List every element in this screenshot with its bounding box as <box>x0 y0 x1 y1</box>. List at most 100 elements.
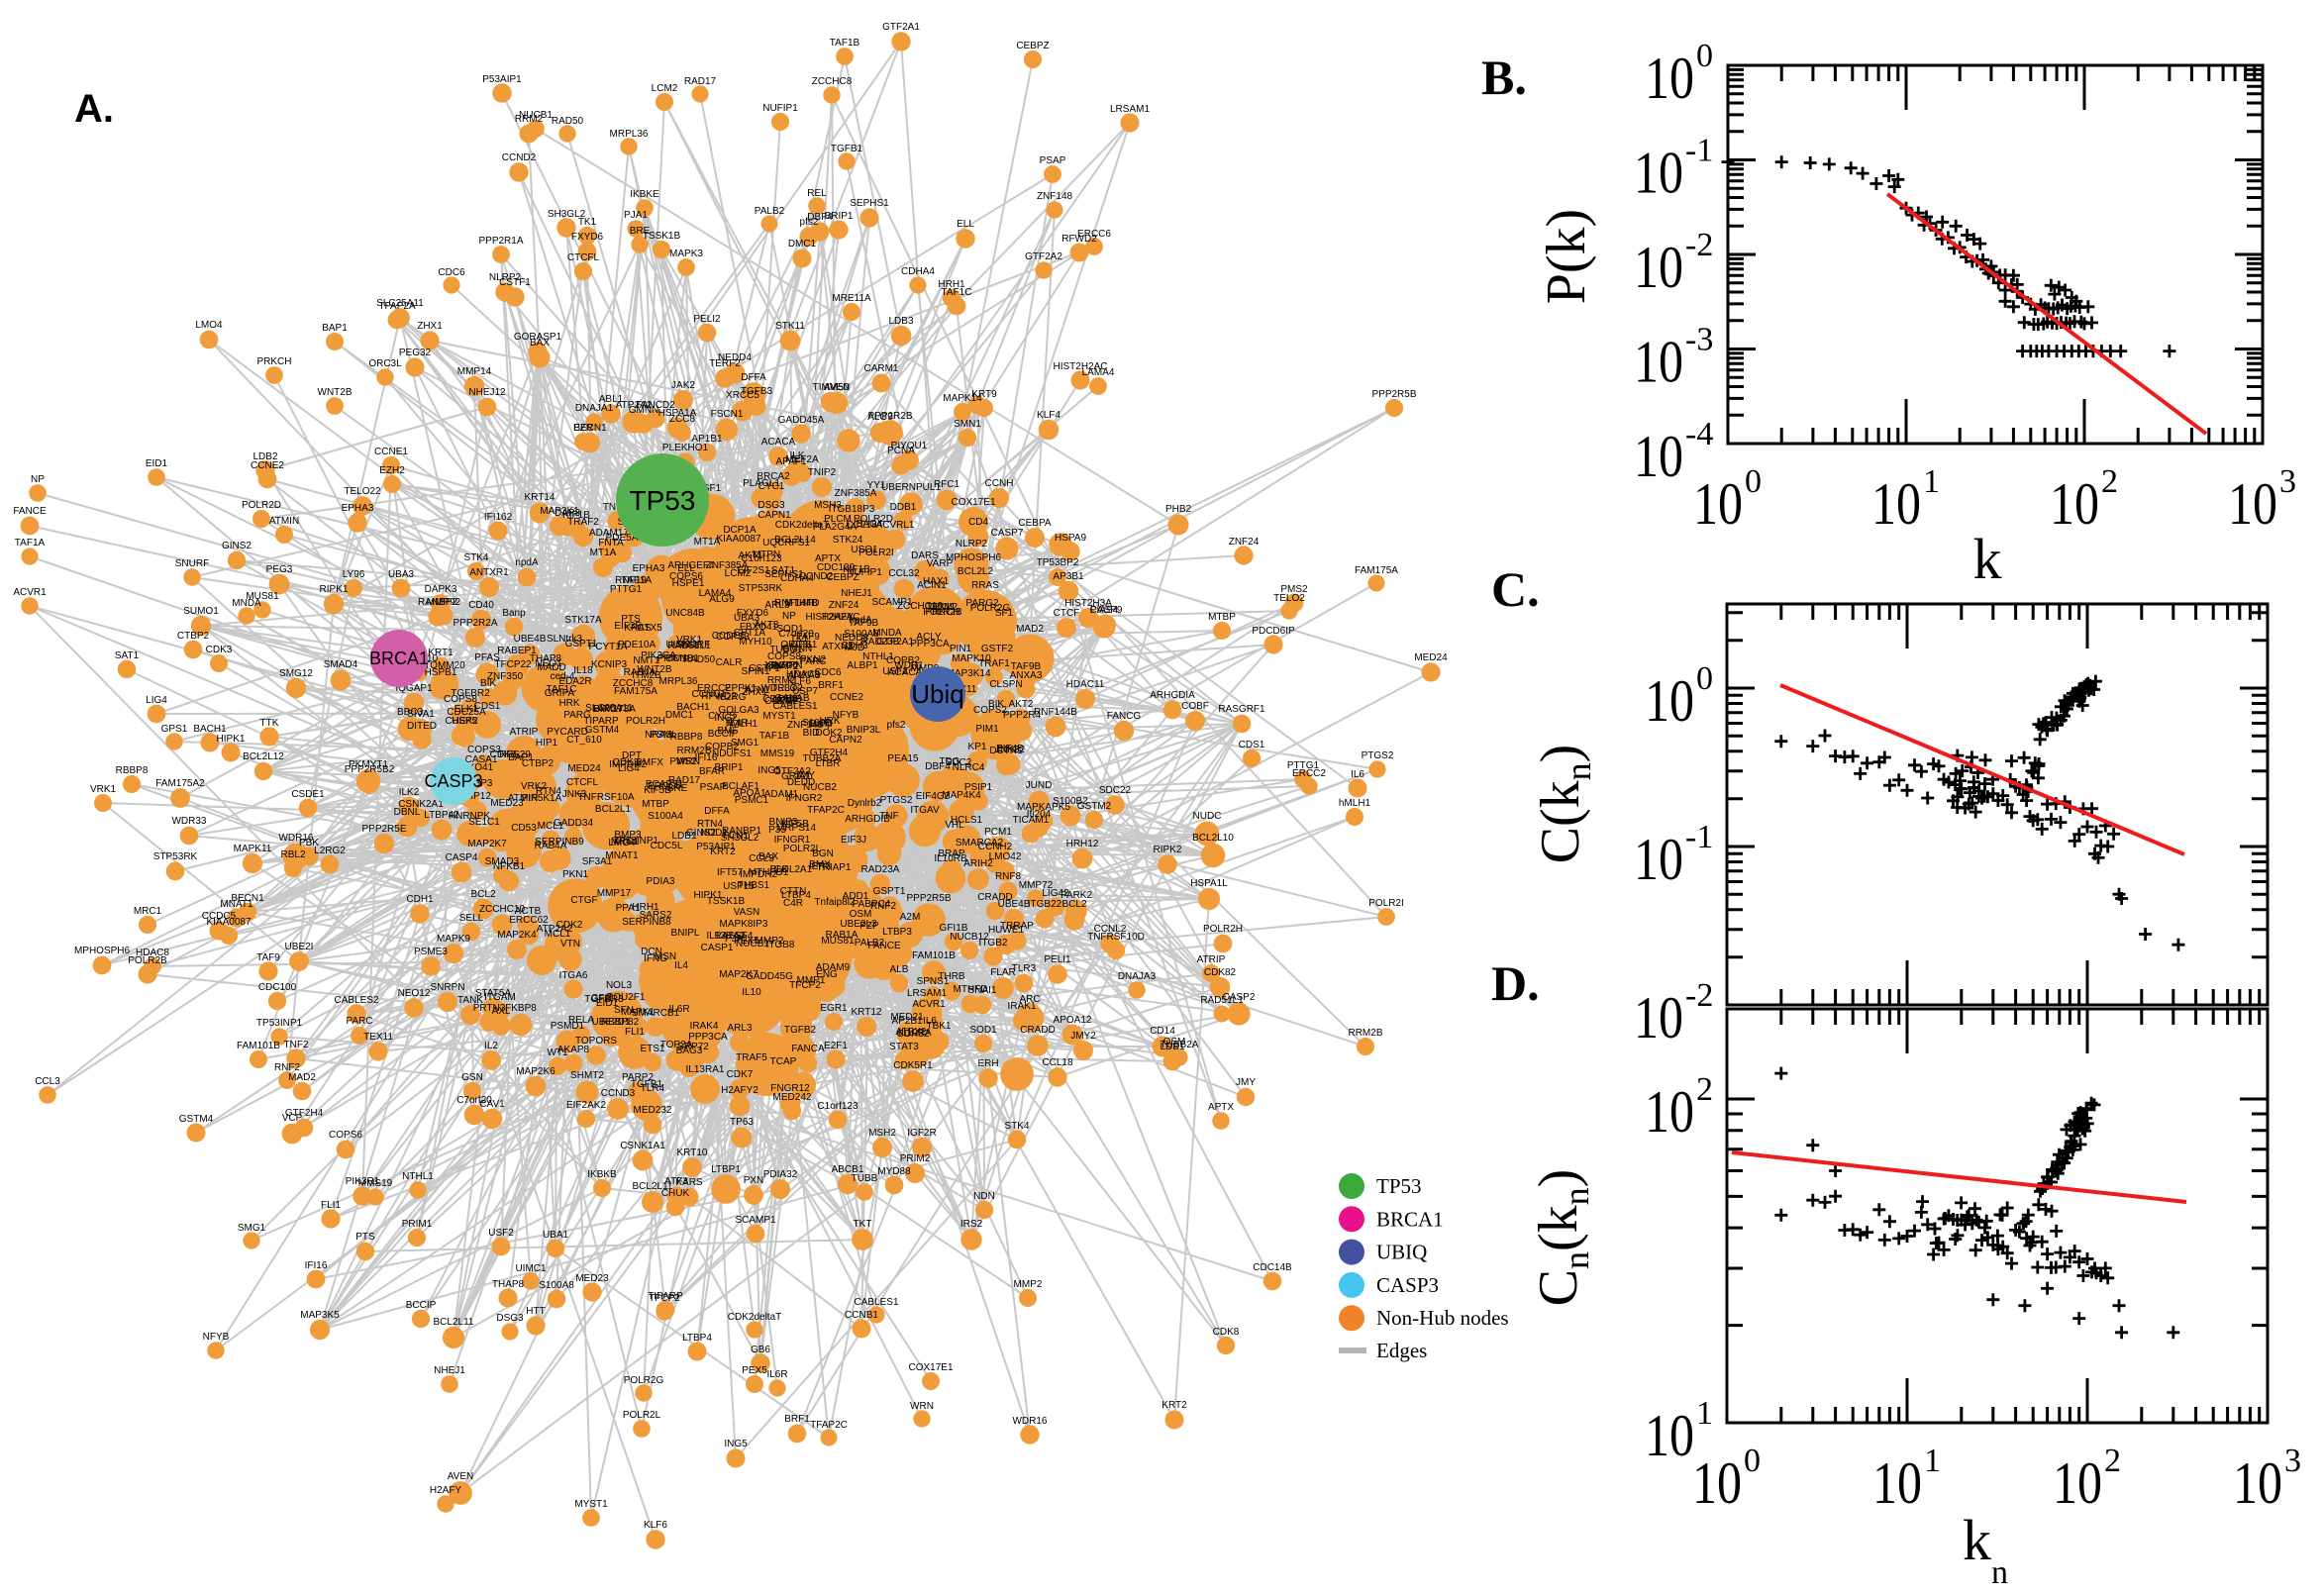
svg-text:IL4: IL4 <box>674 960 688 971</box>
svg-text:CTTN: CTTN <box>780 886 807 897</box>
svg-text:GSTM2: GSTM2 <box>1077 801 1112 812</box>
svg-text:LDB1: LDB1 <box>1160 1042 1184 1052</box>
svg-text:CYC1: CYC1 <box>758 481 785 492</box>
svg-text:JAK2: JAK2 <box>671 380 695 391</box>
svg-text:P(k): P(k) <box>1536 209 1597 304</box>
svg-text:PIK3R1: PIK3R1 <box>346 1176 380 1187</box>
svg-text:SH3GL2: SH3GL2 <box>721 833 759 844</box>
svg-text:RNF144B: RNF144B <box>1034 707 1077 718</box>
svg-text:IGF2R: IGF2R <box>907 1128 936 1139</box>
svg-text:ATMIN: ATMIN <box>269 516 299 527</box>
svg-text:MTPN: MTPN <box>753 549 780 560</box>
svg-text:CCNH2: CCNH2 <box>978 842 1013 852</box>
svg-text:FLAR: FLAR <box>990 967 1016 978</box>
svg-text:RBBP82: RBBP82 <box>601 1017 640 1028</box>
svg-text:TOMM20: TOMM20 <box>424 660 465 671</box>
svg-text:MAP2K6: MAP2K6 <box>516 1066 556 1077</box>
svg-text:HSPA1A: HSPA1A <box>658 408 697 419</box>
svg-text:MAPK14: MAPK14 <box>943 393 982 404</box>
svg-text:TFAP2C: TFAP2C <box>810 1420 848 1431</box>
svg-text:TFCP22: TFCP22 <box>494 659 532 670</box>
svg-text:BAX: BAX <box>530 338 550 349</box>
svg-text:REL: REL <box>807 188 827 199</box>
svg-text:ZCC8: ZCC8 <box>669 414 696 425</box>
svg-text:SNURF: SNURF <box>175 558 209 569</box>
svg-text:NUCB12: NUCB12 <box>950 932 989 943</box>
svg-text:APOA12: APOA12 <box>1054 1015 1092 1026</box>
svg-text:ORC3L: ORC3L <box>780 640 814 650</box>
svg-text:RAB1A: RAB1A <box>826 930 858 941</box>
svg-text:CTX5: CTX5 <box>637 623 662 634</box>
svg-text:FAM101B: FAM101B <box>237 1041 280 1051</box>
svg-text:MAD2: MAD2 <box>1016 624 1044 635</box>
svg-text:USP5: USP5 <box>452 716 478 727</box>
svg-text:ING5: ING5 <box>724 1439 748 1449</box>
svg-text:DAPK3: DAPK3 <box>425 584 457 595</box>
svg-text:KRT1: KRT1 <box>428 648 454 658</box>
svg-text:BIK: BIK <box>988 699 1004 710</box>
svg-text:C(kn): C(kn) <box>1530 745 1598 864</box>
svg-text:HAX1: HAX1 <box>923 576 950 587</box>
svg-text:SAT1: SAT1 <box>771 565 796 576</box>
svg-text:2: 2 <box>2101 463 2118 500</box>
svg-text:UBAP2: UBAP2 <box>766 661 799 672</box>
svg-text:FANCE: FANCE <box>13 506 47 517</box>
svg-text:SCAMP1: SCAMP1 <box>735 1215 776 1226</box>
svg-text:IL13RA2: IL13RA2 <box>707 931 746 942</box>
svg-text:PSME3: PSME3 <box>414 947 448 957</box>
svg-text:YY1: YY1 <box>867 480 886 491</box>
svg-text:RANBP2: RANBP2 <box>418 597 457 608</box>
svg-text:SOD1: SOD1 <box>776 624 804 635</box>
svg-text:KIF5B: KIF5B <box>781 819 809 830</box>
svg-text:PIM1: PIM1 <box>975 724 999 735</box>
svg-text:VASN: VASN <box>734 907 760 918</box>
svg-text:10: 10 <box>2053 1450 2102 1516</box>
svg-text:ILK2: ILK2 <box>399 787 420 798</box>
svg-text:PMS2: PMS2 <box>1280 584 1308 595</box>
svg-text:ACVR1: ACVR1 <box>912 999 946 1010</box>
svg-text:PKN2: PKN2 <box>800 654 827 665</box>
svg-text:MT1A: MT1A <box>694 537 721 548</box>
svg-text:VRK2: VRK2 <box>521 781 548 792</box>
svg-text:VARP: VARP <box>927 558 954 569</box>
svg-text:NOD1: NOD1 <box>700 828 728 839</box>
svg-text:TSSK1B: TSSK1B <box>707 896 746 907</box>
svg-text:CCNB1: CCNB1 <box>665 653 699 664</box>
svg-text:MED23: MED23 <box>490 798 524 809</box>
svg-text:TIPARP: TIPARP <box>648 1291 683 1302</box>
svg-text:D.: D. <box>1491 955 1540 1011</box>
svg-text:CDC14B: CDC14B <box>762 694 802 705</box>
svg-text:CTCF: CTCF <box>1054 608 1080 619</box>
svg-text:ETS1: ETS1 <box>640 1044 664 1054</box>
svg-text:BCL2L11: BCL2L11 <box>633 1181 673 1192</box>
svg-text:MRC1: MRC1 <box>611 837 640 848</box>
svg-text:WRN: WRN <box>910 1401 934 1412</box>
svg-text:CHEK2: CHEK2 <box>445 716 478 727</box>
svg-text:KRT14: KRT14 <box>525 492 556 503</box>
svg-text:LIG4: LIG4 <box>618 763 640 774</box>
svg-text:BAP1: BAP1 <box>508 752 534 763</box>
svg-text:PKN1: PKN1 <box>562 869 589 880</box>
svg-text:ALB: ALB <box>890 964 909 975</box>
svg-text:PELI2: PELI2 <box>693 314 721 325</box>
svg-text:CDK3: CDK3 <box>613 757 640 768</box>
svg-text:PALB2: PALB2 <box>855 938 885 948</box>
svg-text:10: 10 <box>1634 827 1683 892</box>
svg-text:PEX5: PEX5 <box>734 936 759 947</box>
svg-text:P35: P35 <box>768 825 786 836</box>
svg-text:TGFBR3: TGFBR3 <box>584 994 624 1005</box>
svg-text:COPS8: COPS8 <box>444 694 477 705</box>
svg-text:KRAS: KRAS <box>624 623 652 634</box>
svg-text:hMLH1: hMLH1 <box>726 719 758 730</box>
svg-text:PARP2: PARP2 <box>622 1072 654 1083</box>
svg-text:TUBG1: TUBG1 <box>769 645 803 655</box>
svg-text:KLF6: KLF6 <box>787 676 811 687</box>
svg-text:GPS1: GPS1 <box>161 724 188 735</box>
svg-text:THAP8: THAP8 <box>492 1279 525 1290</box>
svg-text:CCL18: CCL18 <box>846 520 877 531</box>
svg-text:DAP3: DAP3 <box>555 508 581 519</box>
svg-text:IFI16: IFI16 <box>695 752 718 763</box>
svg-text:PKMYT1: PKMYT1 <box>349 759 388 770</box>
svg-text:DEDD: DEDD <box>787 777 815 788</box>
svg-text:LAMA4: LAMA4 <box>1082 367 1115 378</box>
